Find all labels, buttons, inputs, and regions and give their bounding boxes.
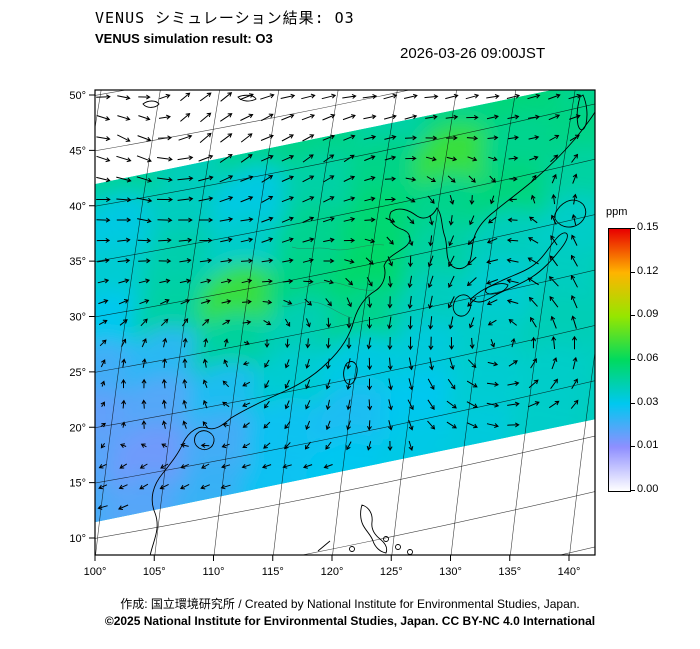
axis-ticks-and-labels: 50° 45° 40° 35° 30° 25° 20° 15° 10° 100° 105° 110° 1…: [69, 90, 580, 578]
title-japanese: VENUS シミュレーション結果: O3: [95, 9, 355, 27]
y-tick-label: 20°: [69, 422, 86, 434]
y-tick-label: 30°: [69, 312, 86, 324]
x-tick-label: 115°: [262, 566, 284, 578]
y-tick-label: 10°: [69, 533, 86, 545]
title-english: VENUS simulation result: O3: [95, 31, 273, 46]
x-tick-label: 140°: [558, 566, 581, 578]
y-tick-label: 40°: [69, 201, 86, 213]
y-tick-label: 15°: [69, 478, 86, 490]
wind-vectors: [96, 92, 582, 510]
y-tick-label: 50°: [69, 90, 86, 102]
y-tick-label: 25°: [69, 367, 86, 379]
x-tick-label: 120°: [321, 566, 344, 578]
plot-frame: [94, 89, 596, 556]
colorbar: [608, 228, 631, 492]
timestamp: 2026-03-26 09:00JST: [400, 45, 546, 62]
rivers: [281, 244, 385, 319]
graticule: [95, 90, 595, 555]
y-tick-label: 35°: [69, 256, 86, 268]
y-tick-label: 45°: [69, 145, 86, 157]
x-tick-label: 130°: [439, 566, 462, 578]
x-tick-label: 105°: [143, 566, 166, 578]
x-tick-label: 100°: [84, 566, 107, 578]
x-tick-label: 110°: [203, 566, 225, 578]
wind-arrows: [96, 92, 582, 510]
credit-line: 作成: 国立環境研究所 / Created by National Instit…: [120, 597, 580, 611]
plot-area: [95, 90, 595, 555]
colorbar-unit-label: ppm: [606, 206, 628, 218]
x-tick-label: 135°: [498, 566, 521, 578]
x-tick-label: 125°: [380, 566, 403, 578]
copyright-line: ©2025 National Institute for Environment…: [104, 614, 596, 628]
